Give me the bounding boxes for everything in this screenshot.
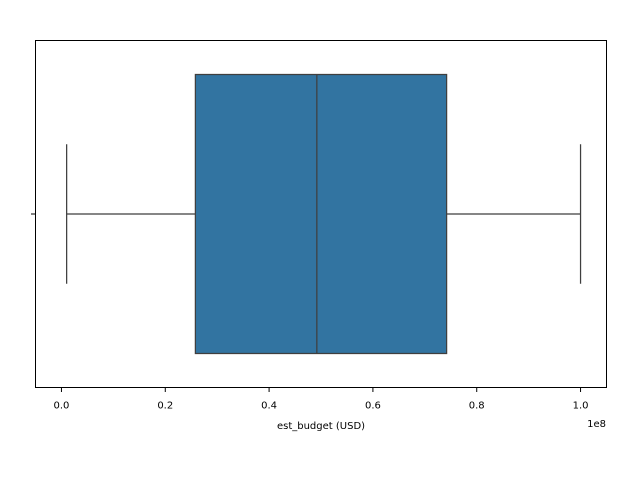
x-tick-label: 0.2 [157,401,173,412]
x-axis-label: est_budget (USD) [277,421,365,432]
plot-layer [66,73,582,355]
x-tick-label: 0.8 [469,401,485,412]
x-tick-label: 0.0 [54,401,70,412]
iqr-box [194,73,448,355]
x-axis-ticks: 0.0 0.2 0.4 0.6 0.8 1.0 [54,387,589,412]
x-offset-label: 1e8 [587,419,606,430]
axes-frame [35,40,607,388]
x-tick-label: 0.6 [365,401,381,412]
x-tick-label: 0.4 [261,401,277,412]
x-tick-label: 1.0 [573,401,589,412]
